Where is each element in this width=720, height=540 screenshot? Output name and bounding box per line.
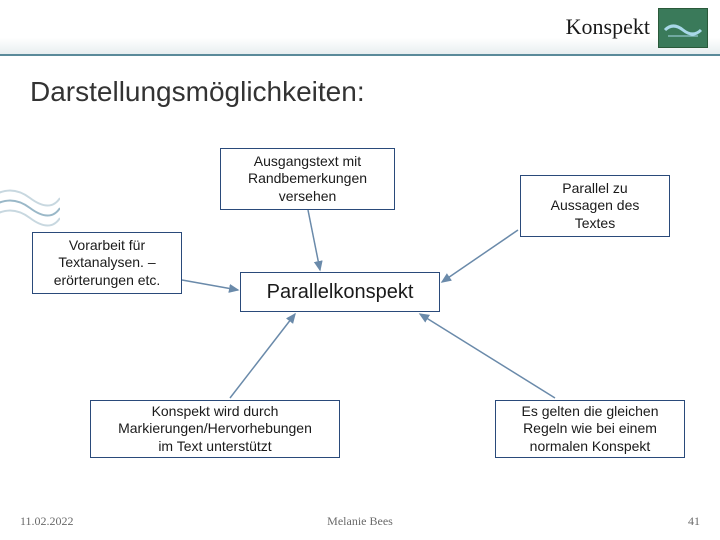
side-wave-decoration — [0, 178, 60, 238]
header-title: Konspekt — [566, 14, 650, 40]
footer: 11.02.2022 Melanie Bees 41 — [0, 510, 720, 532]
node-top: Ausgangstext mit Randbemerkungen versehe… — [220, 148, 395, 210]
footer-date: 11.02.2022 — [20, 514, 74, 529]
node-right: Parallel zu Aussagen des Textes — [520, 175, 670, 237]
node-bottomright: Es gelten die gleichen Regeln wie bei ei… — [495, 400, 685, 458]
footer-page-number: 41 — [688, 514, 700, 529]
node-bottomleft: Konspekt wird durch Markierungen/Hervorh… — [90, 400, 340, 458]
header-bar: Konspekt — [0, 0, 720, 56]
center-node: Parallelkonspekt — [240, 272, 440, 312]
footer-author: Melanie Bees — [327, 514, 393, 529]
wave-logo-icon — [663, 18, 703, 38]
node-left: Vorarbeit für Textanalysen. – erörterung… — [32, 232, 182, 294]
header-logo — [658, 8, 708, 48]
page-title: Darstellungsmöglichkeiten: — [30, 76, 365, 108]
